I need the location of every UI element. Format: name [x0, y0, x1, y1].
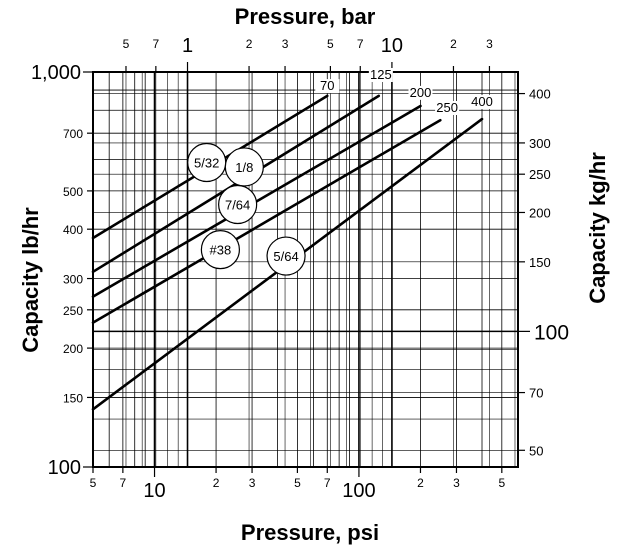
tick-labels: 5 7 10 2 3 5 7 100 2 3 5 5 7 1 2 3 5 7 10 2 3 100 150 200 250 300… — [31, 35, 569, 502]
bubble-label: 1/8 — [235, 160, 253, 175]
right-tick-label: 50 — [529, 443, 543, 458]
plot-frame — [92, 71, 519, 468]
left-tick-label: 150 — [63, 391, 83, 405]
top-tick-label: 5 — [327, 37, 334, 51]
bottom-tick-label: 5 — [498, 476, 505, 490]
right-tick-label: 200 — [529, 205, 551, 220]
left-tick-label: 100 — [48, 457, 81, 479]
line-end-label: 70 — [320, 78, 334, 93]
bubble-label: 5/32 — [194, 156, 219, 171]
bottom-tick-label: 7 — [120, 476, 127, 490]
bottom-axis-title: Pressure, psi — [241, 520, 379, 545]
right-tick-label: 250 — [529, 167, 551, 182]
top-tick-label: 1 — [182, 35, 193, 57]
right-tick-label: 300 — [529, 136, 551, 151]
line-end-label: 400 — [471, 94, 493, 109]
top-axis-title: Pressure, bar — [235, 4, 376, 29]
bottom-tick-label: 3 — [249, 476, 256, 490]
bottom-tick-label: 7 — [324, 476, 331, 490]
top-tick-label: 3 — [282, 37, 289, 51]
line-end-label: 200 — [410, 85, 432, 100]
left-tick-label: 250 — [63, 304, 83, 318]
left-tick-label: 200 — [63, 342, 83, 356]
bubble-circle — [224, 147, 264, 187]
left-tick-label: 1,000 — [31, 62, 81, 84]
top-tick-label: 2 — [246, 37, 253, 51]
top-tick-label: 3 — [486, 37, 493, 51]
right-tick-label: 400 — [529, 87, 551, 102]
line-end-label-bg — [368, 68, 393, 83]
right-tick-label: 100 — [534, 321, 569, 344]
bottom-tick-label: 5 — [294, 476, 301, 490]
right-axis-title: Capacity kg/hr — [585, 152, 610, 304]
bottom-tick-label: 2 — [417, 476, 424, 490]
grid-lines — [92, 71, 519, 468]
line-end-labels: 70 125 200 250 400 — [315, 67, 495, 116]
left-tick-label: 700 — [63, 127, 83, 141]
left-axis-title: Capacity lb/hr — [18, 207, 43, 353]
line-end-label: 250 — [436, 100, 458, 115]
top-tick-label: 5 — [123, 37, 130, 51]
top-tick-label: 7 — [357, 37, 364, 51]
bubble-circle — [266, 236, 306, 276]
bottom-tick-label: 100 — [342, 480, 375, 502]
line-end-label: 125 — [370, 67, 392, 82]
line-end-label-bg — [315, 79, 340, 94]
left-tick-label: 400 — [63, 223, 83, 237]
bubble-label: 5/64 — [273, 249, 298, 264]
bubble-labels: 5/32 1/8 7/64 #38 5/64 — [187, 142, 306, 276]
bottom-tick-label: 2 — [213, 476, 220, 490]
line-end-label-bg — [408, 85, 433, 100]
bubble-circle — [200, 230, 240, 270]
series-line-38 — [91, 118, 442, 324]
right-tick-label: 70 — [529, 386, 543, 401]
bubble-label: 7/64 — [225, 197, 250, 212]
bottom-tick-label: 10 — [143, 480, 165, 502]
left-tick-label: 500 — [63, 185, 83, 199]
top-tick-label: 10 — [381, 35, 403, 57]
plot-border — [92, 71, 519, 468]
line-end-label-bg — [435, 101, 460, 116]
top-tick-label: 2 — [450, 37, 457, 51]
bubble-label: #38 — [210, 243, 232, 258]
bottom-tick-label: 3 — [453, 476, 460, 490]
bottom-tick-label: 5 — [90, 476, 97, 490]
line-end-label-bg — [470, 95, 495, 110]
right-tick-label: 150 — [529, 255, 551, 270]
top-tick-label: 7 — [153, 37, 160, 51]
left-tick-label: 300 — [63, 273, 83, 287]
bubble-circle — [218, 184, 258, 225]
